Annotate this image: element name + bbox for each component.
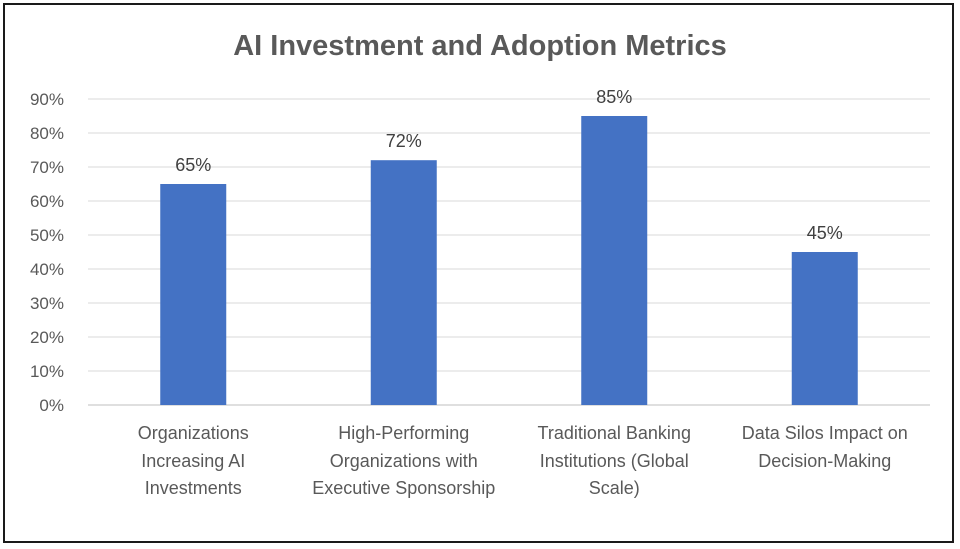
x-tick-label: Organizations Increasing AI Investments <box>137 423 249 498</box>
chart-title: AI Investment and Adoption Metrics <box>233 30 727 62</box>
y-tick-label: 10% <box>30 362 64 381</box>
x-tick-label: Data Silos Impact on Decision-Making <box>741 423 908 471</box>
bar <box>581 116 648 405</box>
x-tick-label: High-Performing Organizations with Execu… <box>312 423 496 498</box>
bar <box>370 160 437 405</box>
x-tick-label: Traditional Banking Institutions (Global… <box>537 423 691 498</box>
bar <box>791 252 858 405</box>
y-tick-label: 20% <box>30 328 64 347</box>
data-label: 45% <box>807 223 843 243</box>
data-label: 72% <box>386 131 422 151</box>
data-label: 85% <box>596 87 632 107</box>
bar <box>160 184 227 405</box>
y-tick-label: 90% <box>30 90 64 109</box>
y-tick-label: 70% <box>30 158 64 177</box>
y-tick-label: 80% <box>30 124 64 143</box>
y-tick-label: 30% <box>30 294 64 313</box>
y-tick-label: 50% <box>30 226 64 245</box>
y-tick-label: 0% <box>39 396 64 415</box>
y-tick-label: 40% <box>30 260 64 279</box>
data-label: 65% <box>175 155 211 175</box>
y-tick-label: 60% <box>30 192 64 211</box>
